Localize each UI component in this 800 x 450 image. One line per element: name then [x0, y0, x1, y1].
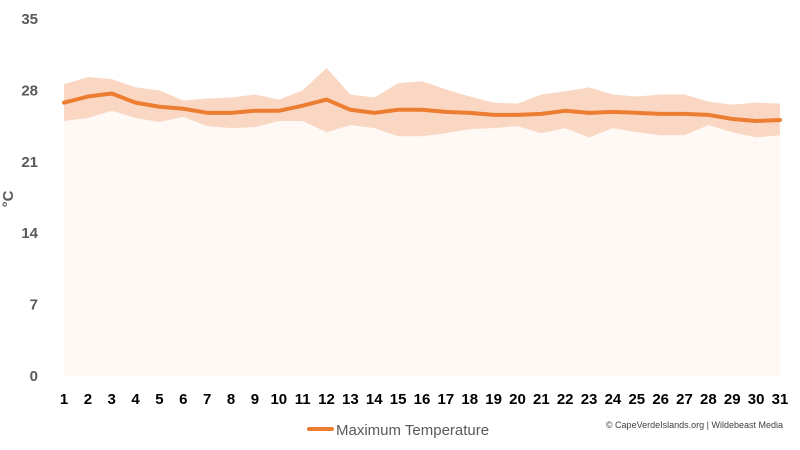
x-tick-label: 7: [203, 391, 211, 408]
x-tick-label: 29: [724, 391, 741, 408]
x-tick-label: 17: [438, 391, 455, 408]
series-line-maximum-temperature: [62, 91, 782, 123]
y-tick-label: 7: [30, 297, 38, 314]
legend-label: Maximum Temperature: [336, 422, 489, 439]
y-tick-label: 0: [30, 368, 38, 385]
x-tick-label: 23: [581, 391, 598, 408]
x-tick-label: 9: [251, 391, 259, 408]
range-band-area: [64, 67, 780, 138]
x-tick-label: 24: [605, 391, 622, 408]
x-tick-label: 4: [131, 391, 140, 408]
x-tick-label: 25: [628, 391, 645, 408]
y-axis-label: °C: [0, 190, 17, 207]
x-axis-ticks: 1 2 3 4 5 6 7 8 9 10 11 12 13 14 15 16 17 18 19 20 21 22 23 24 2…: [60, 391, 789, 408]
temperature-range-band: [64, 67, 780, 377]
x-tick-label: 22: [557, 391, 574, 408]
credit-text: © CapeVerdeIslands.org | Wildebeast Medi…: [606, 420, 783, 430]
y-tick-label: 35: [21, 11, 38, 28]
x-tick-label: 3: [108, 391, 116, 408]
x-tick-label: 18: [461, 391, 478, 408]
x-tick-label: 27: [676, 391, 693, 408]
x-tick-label: 10: [270, 391, 287, 408]
y-tick-label: 21: [21, 154, 38, 171]
x-tick-label: 5: [155, 391, 163, 408]
x-tick-label: 8: [227, 391, 235, 408]
y-tick-label: 14: [21, 225, 38, 242]
x-tick-label: 13: [342, 391, 359, 408]
x-tick-label: 1: [60, 391, 68, 408]
x-tick-label: 15: [390, 391, 407, 408]
y-axis-ticks: 0 7 14 21 28 35: [21, 11, 38, 385]
y-tick-label: 28: [21, 82, 38, 99]
x-tick-label: 14: [366, 391, 383, 408]
x-tick-label: 20: [509, 391, 526, 408]
x-tick-label: 11: [295, 391, 311, 408]
x-tick-label: 12: [318, 391, 335, 408]
legend[interactable]: Maximum Temperature: [307, 422, 489, 439]
range-band-lower-fill: [64, 110, 780, 377]
x-tick-label: 30: [748, 391, 765, 408]
x-tick-label: 31: [772, 391, 789, 408]
x-tick-label: 28: [700, 391, 717, 408]
series-line-group: [62, 91, 782, 123]
x-tick-label: 26: [652, 391, 669, 408]
x-tick-label: 21: [533, 391, 550, 408]
x-tick-label: 19: [485, 391, 502, 408]
x-tick-label: 2: [84, 391, 92, 408]
x-tick-label: 16: [414, 391, 431, 408]
x-tick-label: 6: [179, 391, 187, 408]
